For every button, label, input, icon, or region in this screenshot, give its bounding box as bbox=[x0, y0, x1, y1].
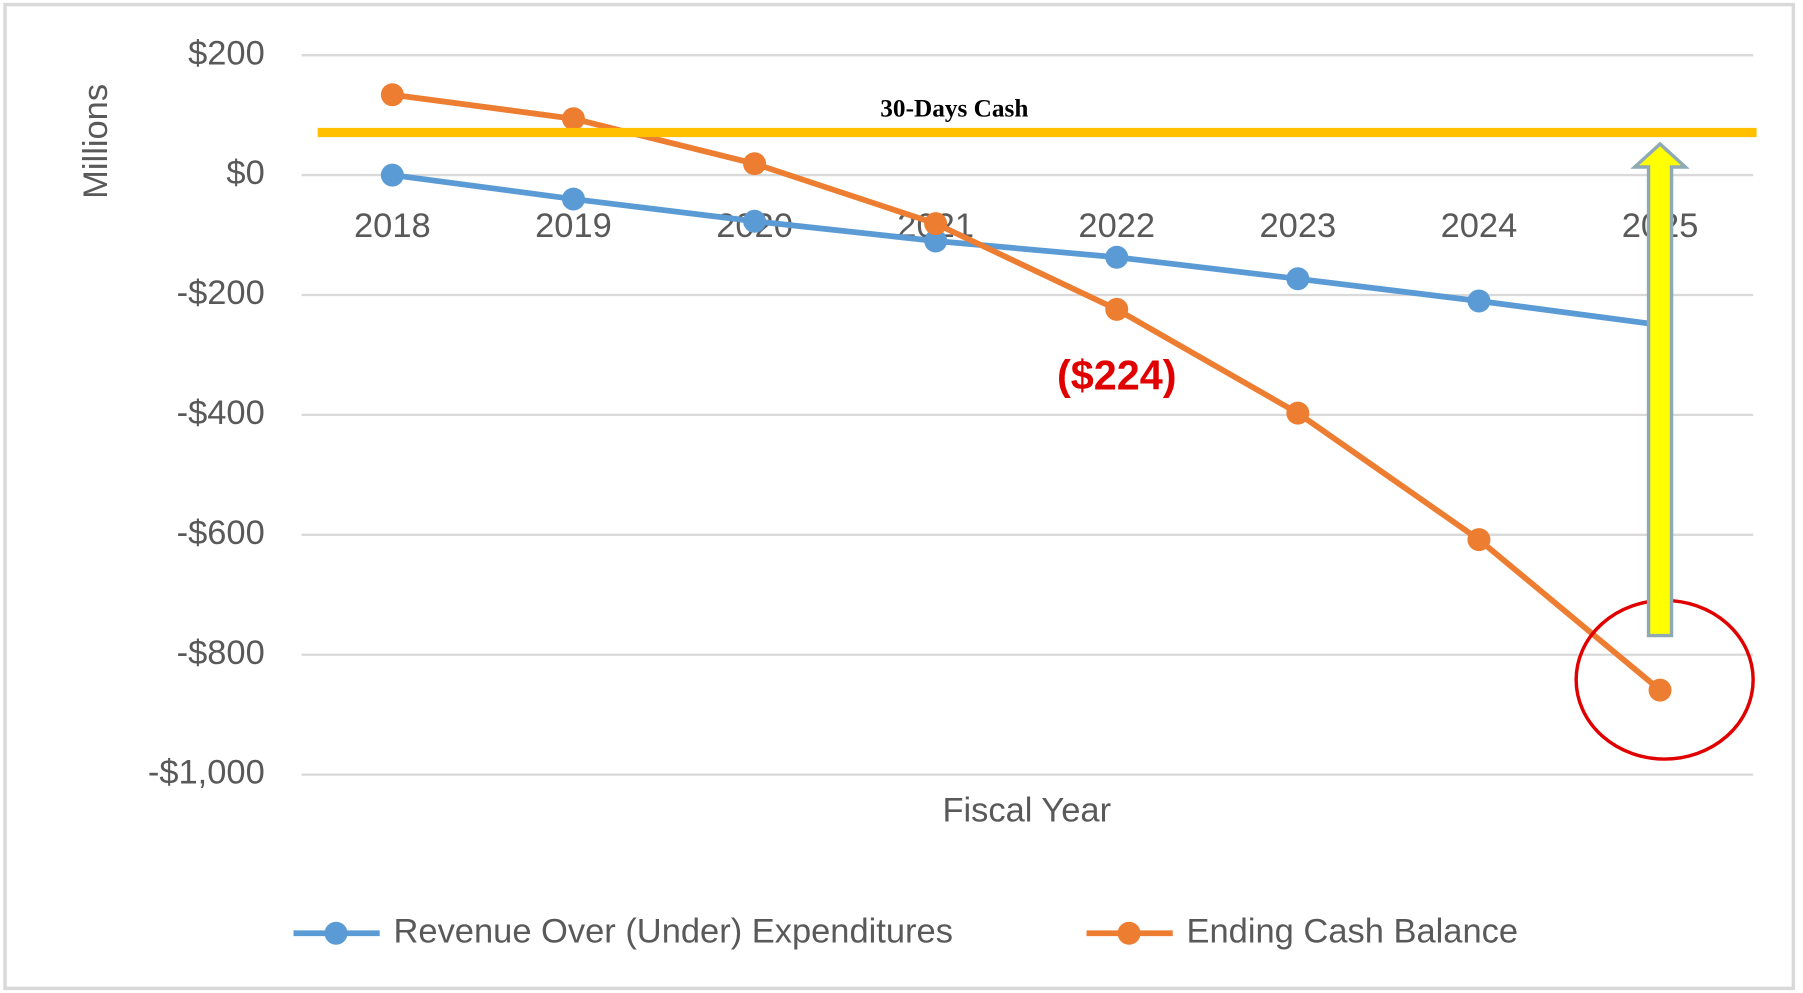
data-label: ($224) bbox=[1057, 352, 1177, 398]
y-tick-label: $0 bbox=[226, 154, 264, 192]
y-tick-label: -$200 bbox=[177, 274, 265, 312]
x-tick-label: 2022 bbox=[1078, 207, 1155, 245]
y-tick-label: -$400 bbox=[177, 394, 265, 432]
legend-marker bbox=[324, 921, 348, 945]
series-line bbox=[391, 91, 1662, 693]
data-point bbox=[380, 163, 404, 187]
data-point bbox=[1648, 678, 1672, 702]
y-tick-label: -$600 bbox=[177, 514, 265, 552]
data-point bbox=[561, 187, 585, 211]
arrow bbox=[1630, 141, 1690, 638]
reference-label: 30-Days Cash bbox=[880, 94, 1028, 122]
data-point bbox=[743, 152, 767, 176]
x-axis-title: Fiscal Year bbox=[942, 792, 1111, 830]
data-point bbox=[743, 209, 767, 233]
y-tick-label: -$800 bbox=[177, 634, 265, 672]
data-point bbox=[1467, 289, 1491, 313]
data-point bbox=[380, 83, 404, 107]
x-tick-label: 2023 bbox=[1260, 207, 1337, 245]
data-point bbox=[924, 229, 948, 253]
chart-frame bbox=[3, 2, 1796, 991]
data-point bbox=[1105, 245, 1129, 269]
y-tick-label: -$1,000 bbox=[148, 754, 265, 792]
data-point bbox=[924, 212, 948, 236]
data-point bbox=[1467, 528, 1491, 552]
series-line bbox=[391, 172, 1661, 328]
legend-marker bbox=[1117, 921, 1141, 945]
legend-label: Revenue Over (Under) Expenditures bbox=[394, 912, 953, 950]
data-point bbox=[1105, 297, 1129, 321]
y-axis-title: Millions bbox=[77, 84, 115, 199]
data-point bbox=[561, 107, 585, 131]
data-point bbox=[1286, 267, 1310, 291]
x-tick-label: 2024 bbox=[1441, 207, 1518, 245]
x-tick-label: 2018 bbox=[354, 207, 431, 245]
y-tick-label: $200 bbox=[188, 34, 265, 72]
data-point bbox=[1286, 401, 1310, 425]
x-tick-label: 2019 bbox=[535, 207, 612, 245]
legend-label: Ending Cash Balance bbox=[1187, 912, 1519, 950]
